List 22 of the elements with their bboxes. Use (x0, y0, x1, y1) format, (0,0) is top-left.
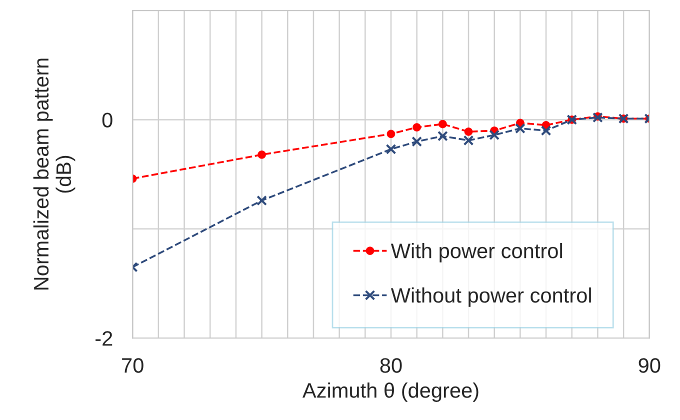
x-tick-label: 80 (380, 358, 402, 373)
point (437, 130, 448, 142)
point (438, 120, 447, 128)
point (386, 144, 396, 154)
point (463, 135, 474, 146)
y-tick-label: 0 (102, 112, 112, 128)
legend-label: Without power control (390, 287, 591, 307)
point (386, 130, 396, 138)
point (412, 123, 422, 132)
point (464, 128, 473, 136)
y-tick-label: -2 (96, 331, 112, 346)
x-tick-label: 70 (122, 358, 144, 373)
point (514, 123, 526, 134)
x-axis-title: Azimuth θ (degree) (302, 382, 478, 402)
point (489, 130, 500, 140)
y-axis-title: Normalized beam pattern (dB) (33, 58, 76, 290)
point (258, 150, 266, 159)
x-tick-label: 90 (638, 358, 660, 373)
point (412, 136, 422, 147)
point (256, 195, 268, 206)
legend-label: With power control (390, 243, 562, 262)
point (540, 125, 552, 136)
